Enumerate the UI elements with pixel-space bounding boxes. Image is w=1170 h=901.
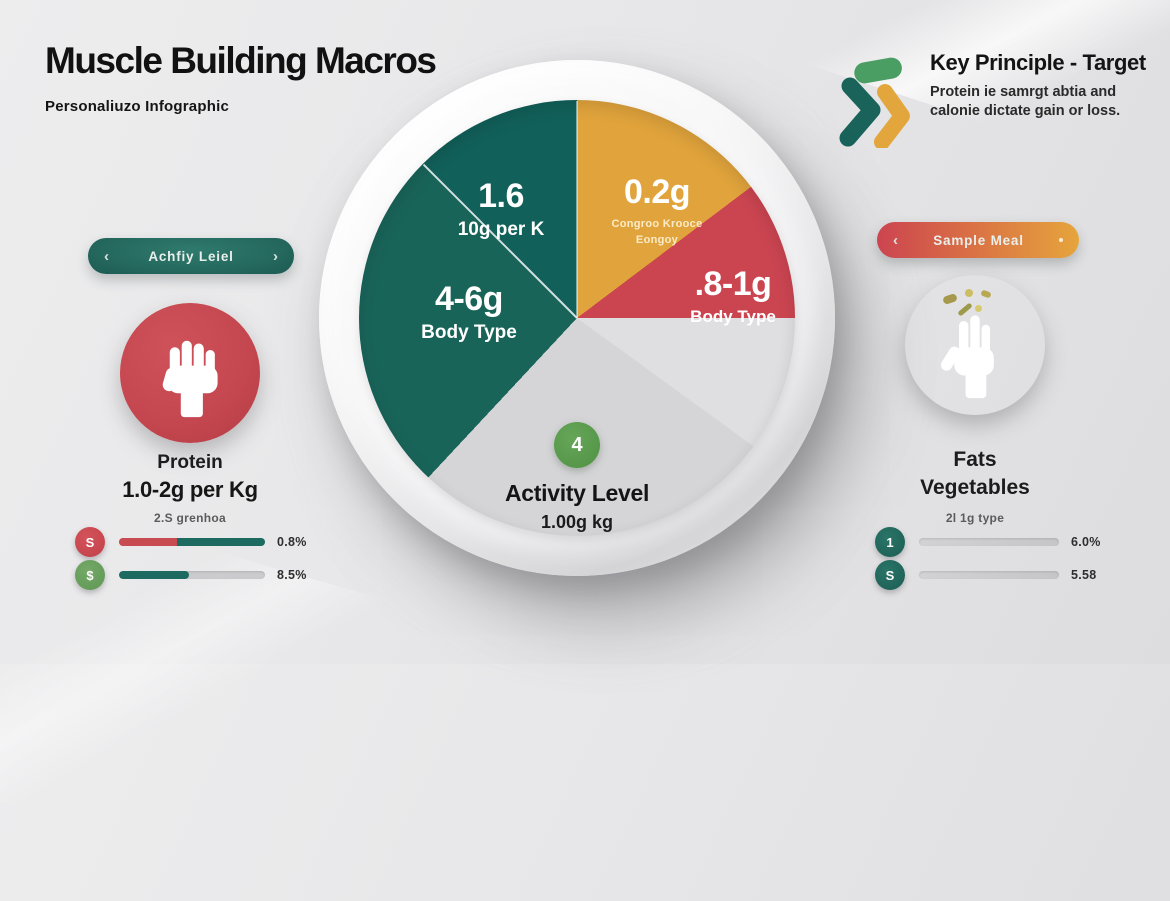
- chevron-right-icon[interactable]: ›: [273, 247, 278, 265]
- key-principle-title: Key Principle - Target: [930, 50, 1146, 75]
- key-principle-block: Key Principle - Target Protein ie samrgt…: [838, 50, 1158, 148]
- sample-meal-pill-label: Sample Meal: [933, 232, 1024, 248]
- plate: 1.6 10g per K 0.2g Congroo Krooce Eongoy…: [319, 60, 835, 576]
- progress-track: [119, 571, 265, 579]
- protein-text-block: Protein 1.0-2g per Kg 2.S grenhoa: [60, 450, 320, 525]
- slice-divider: [576, 101, 578, 318]
- brand-logo-icon: [839, 57, 910, 148]
- activity-level-pill-label: Achfiy Leiel: [148, 248, 234, 264]
- progress-row: $ 8.5%: [75, 560, 375, 590]
- badge-icon: 1: [875, 527, 905, 557]
- page-subtitle: Personaliuzo Infographic: [45, 98, 229, 115]
- left-progress-bars: S 0.8% $ 8.5%: [75, 527, 375, 593]
- fats-icon-circle: [905, 275, 1045, 415]
- fats-note: 2l 1g type: [945, 510, 1005, 525]
- progress-fill-red: [119, 538, 178, 546]
- badge-icon: S: [875, 560, 905, 590]
- fats-heading: Fats: [953, 448, 997, 471]
- page-title: Muscle Building Macros: [45, 40, 437, 81]
- speck-icon: [942, 293, 958, 305]
- progress-track: [119, 538, 265, 546]
- dot-icon: [1059, 238, 1063, 242]
- speck-icon: [980, 289, 992, 299]
- progress-row: S 5.58: [875, 560, 1170, 590]
- chevron-left-icon[interactable]: ‹: [893, 231, 898, 249]
- badge-icon: $: [75, 560, 105, 590]
- speck-icon: [975, 305, 982, 312]
- right-progress-bars: 1 6.0% S 5.58: [875, 527, 1170, 593]
- progress-label: 0.8%: [277, 535, 307, 549]
- progress-row: S 0.8%: [75, 527, 375, 557]
- key-principle-line1: Protein ie samrgt abtia and: [930, 84, 1117, 100]
- progress-fill-teal: [177, 538, 265, 546]
- protein-heading: Protein: [157, 452, 223, 473]
- progress-row: 1 6.0%: [875, 527, 1170, 557]
- progress-label: 8.5%: [277, 568, 307, 582]
- slice-red-label: .8-1g Body Type: [690, 265, 776, 326]
- slice-teal-left-label: 4-6g Body Type: [421, 280, 517, 343]
- key-principle-line2: calonie dictate gain or loss.: [930, 103, 1121, 120]
- hand-icon: [940, 315, 994, 399]
- protein-value: 1.0-2g per Kg: [122, 476, 258, 502]
- progress-fill-teal: [119, 571, 190, 579]
- protein-icon-circle: [120, 303, 260, 443]
- fats-text-block: Fats Vegetables 2l 1g type: [845, 446, 1105, 525]
- activity-level-pill[interactable]: ‹ Achfiy Leiel ›: [88, 238, 294, 274]
- header: Muscle Building Macros Personaliuzo Info…: [45, 40, 437, 115]
- speck-icon: [965, 289, 973, 297]
- progress-label: 5.58: [1071, 568, 1097, 582]
- chevron-left-icon[interactable]: ‹: [104, 247, 109, 265]
- progress-label: 6.0%: [1071, 535, 1101, 549]
- protein-note: 2.S grenhoa: [154, 510, 226, 525]
- progress-track: [919, 538, 1059, 546]
- vegetables-heading: Vegetables: [920, 476, 1030, 500]
- plate-footer: 4 Activity Level 1.00g kg: [417, 422, 737, 533]
- sample-meal-pill[interactable]: ‹ Sample Meal: [877, 222, 1079, 258]
- activity-level-sub: 1.00g kg: [540, 512, 614, 532]
- slice-teal-top-label: 1.6 10g per K: [457, 177, 545, 240]
- badge-icon: S: [75, 527, 105, 557]
- activity-level-badge: 4: [554, 422, 600, 468]
- slice-yellow-label: 0.2g Congroo Krooce Eongoy: [611, 173, 703, 246]
- progress-track: [919, 571, 1059, 579]
- fist-icon: [162, 340, 218, 418]
- activity-level-title: Activity Level: [504, 480, 650, 506]
